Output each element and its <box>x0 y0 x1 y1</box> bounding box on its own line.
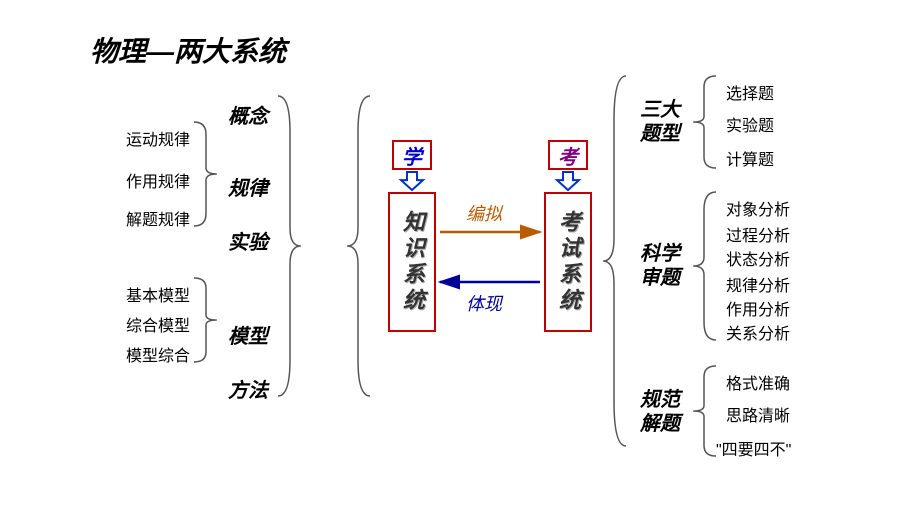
arrow-top-label: 编拟 <box>466 200 502 226</box>
tag-learn: 学 <box>392 140 432 170</box>
left-model-item: 综合模型 <box>126 312 190 336</box>
right-group-item: 规律分析 <box>726 272 790 296</box>
left-category: 概念 <box>228 100 268 129</box>
box-exam: 考试系统 <box>544 192 592 332</box>
brace <box>347 96 370 396</box>
brace <box>603 76 626 446</box>
right-group-item: 实验题 <box>726 112 774 136</box>
right-group-item: 计算题 <box>726 146 774 170</box>
right-group-item: 关系分析 <box>726 320 790 344</box>
box-exam-text: 考试系统 <box>552 210 584 314</box>
right-group-item: "四要四不" <box>716 436 791 460</box>
arrow-bottom-label: 体现 <box>466 290 502 316</box>
brace <box>194 278 217 362</box>
left-category: 模型 <box>228 320 268 349</box>
brace <box>693 76 716 168</box>
right-group-item: 状态分析 <box>726 246 790 270</box>
left-category: 规律 <box>228 172 268 201</box>
right-group-item: 思路清晰 <box>726 402 790 426</box>
left-category: 方法 <box>228 374 268 403</box>
left-model-item: 基本模型 <box>126 282 190 306</box>
right-group-title: 规范解题 <box>640 388 680 436</box>
tag-test: 考 <box>548 140 588 170</box>
brace <box>693 366 716 456</box>
box-knowledge: 知识系统 <box>388 192 436 332</box>
tag-learn-text: 学 <box>402 141 422 170</box>
tag-test-text: 考 <box>558 141 578 170</box>
right-group-item: 过程分析 <box>726 222 790 246</box>
brace <box>693 192 716 340</box>
title-text: 物理—两大系统 <box>90 36 286 67</box>
brace <box>194 122 217 226</box>
left-rule-item: 解题规律 <box>126 206 190 230</box>
left-category: 实验 <box>228 226 268 255</box>
left-rule-item: 作用规律 <box>126 168 190 192</box>
right-group-item: 对象分析 <box>726 196 790 220</box>
left-rule-item: 运动规律 <box>126 126 190 150</box>
right-group-title: 三大题型 <box>640 98 680 146</box>
right-group-title: 科学审题 <box>640 242 680 290</box>
right-group-item: 格式准确 <box>726 370 790 394</box>
brace <box>278 96 301 396</box>
down-arrow-icon <box>557 172 579 190</box>
right-group-item: 选择题 <box>726 80 774 104</box>
left-model-item: 模型综合 <box>126 342 190 366</box>
down-arrow-icon <box>401 172 423 190</box>
page-title: 物理—两大系统 <box>90 30 286 70</box>
box-knowledge-text: 知识系统 <box>396 210 428 314</box>
right-group-item: 作用分析 <box>726 296 790 320</box>
